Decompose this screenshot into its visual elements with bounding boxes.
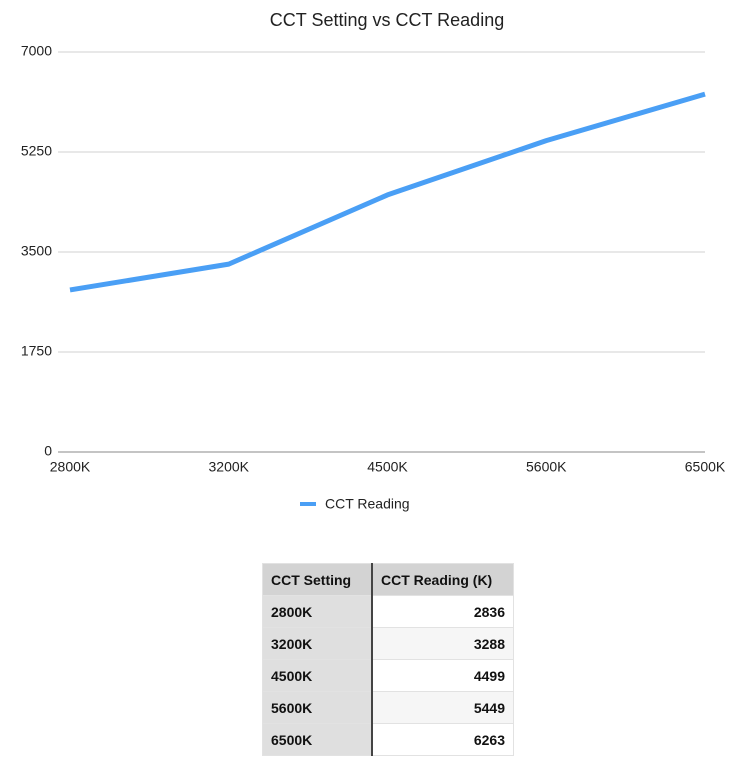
x-tick-label: 2800K	[50, 459, 91, 475]
reading-cell: 5449	[371, 691, 514, 724]
x-tick-label: 6500K	[685, 459, 726, 475]
table-row: 4500K 4499	[262, 659, 514, 692]
x-tick-label: 5600K	[526, 459, 567, 475]
setting-cell: 2800K	[262, 595, 373, 628]
table-row: 6500K 6263	[262, 723, 514, 756]
chart: CCT Setting vs CCT Reading 0 1750 3500 5250…	[21, 10, 726, 512]
reading-cell: 2836	[371, 595, 514, 628]
reading-cell: 4499	[371, 659, 514, 692]
y-tick-label: 3500	[21, 243, 52, 259]
table-row: 2800K 2836	[262, 595, 514, 628]
data-line	[69, 91, 706, 293]
y-tick-label: 5250	[21, 143, 52, 159]
legend-label: CCT Reading	[325, 496, 410, 512]
header-cell: CCT Setting	[262, 563, 373, 596]
x-tick-label: 4500K	[367, 459, 408, 475]
x-tick-label: 3200K	[209, 459, 250, 475]
y-tick-label: 1750	[21, 343, 52, 359]
reading-cell: 3288	[371, 627, 514, 660]
setting-cell: 6500K	[262, 723, 373, 756]
y-tick-label: 0	[44, 443, 52, 459]
reading-cell: 6263	[371, 723, 514, 756]
setting-cell: 3200K	[262, 627, 373, 660]
table-row: 3200K 3288	[262, 627, 514, 660]
setting-cell: 4500K	[262, 659, 373, 692]
table-row: 5600K 5449	[262, 691, 514, 724]
setting-cell: 5600K	[262, 691, 373, 724]
header-cell: CCT Reading (K)	[371, 563, 514, 596]
chart-title: CCT Setting vs CCT Reading	[270, 10, 504, 30]
y-tick-label: 7000	[21, 43, 52, 59]
table-header: CCT Setting CCT Reading (K)	[262, 563, 514, 596]
data-table: CCT Setting CCT Reading (K) 2800K 2836 320…	[262, 563, 514, 756]
